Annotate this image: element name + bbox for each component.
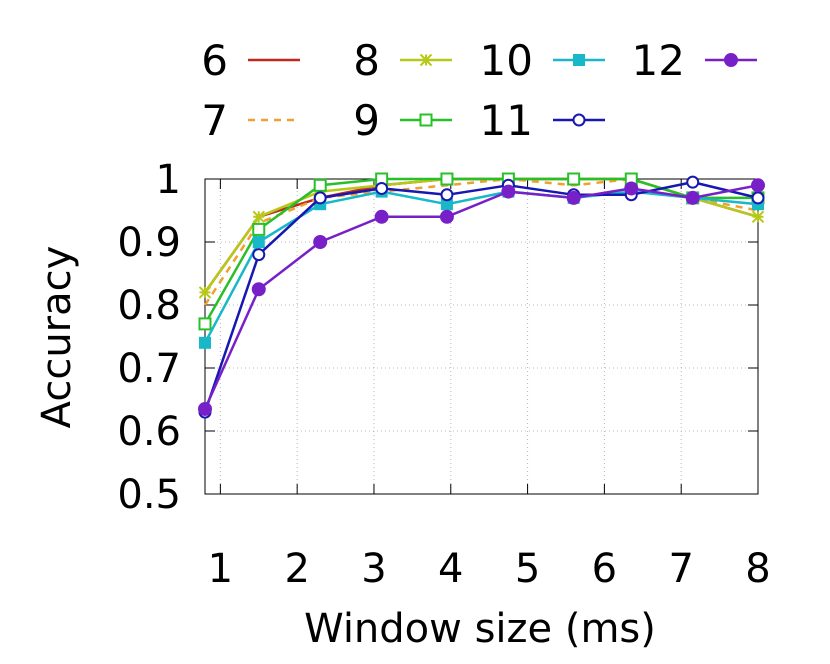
series-line-9 (203, 177, 758, 325)
x-axis-label: Window size (ms) (304, 606, 656, 652)
data-point-filled-square (573, 54, 585, 66)
x-tick-label: 6 (592, 546, 617, 592)
series-12 (198, 178, 765, 416)
data-point-filled-circle (685, 190, 700, 205)
data-point-filled-circle (374, 209, 389, 224)
data-point-filled-circle (501, 184, 516, 199)
series-line-12 (203, 184, 759, 410)
legend-entry-7: 7 (201, 96, 300, 145)
data-point-open-circle (440, 188, 454, 202)
data-series (198, 172, 765, 419)
y-tick-label: 0.8 (117, 283, 181, 329)
data-point-open-circle (313, 191, 327, 205)
x-tick-label: 1 (208, 546, 233, 592)
y-tick-label: 0.6 (117, 409, 181, 455)
legend-label: 6 (201, 36, 228, 85)
data-point-filled-circle (724, 53, 738, 67)
data-point-filled-square (252, 236, 265, 248)
x-tick-label: 2 (284, 546, 309, 592)
y-axis-ticks: 0.5 0.6 0.7 0.8 0.9 1 (117, 157, 758, 518)
legend-entry-10: 10 (480, 36, 605, 85)
data-point-open-square (252, 222, 266, 236)
data-point-asterisk (751, 210, 765, 224)
legend-label: 12 (632, 36, 685, 85)
legend: 6 7 8 9 10 11 12 (201, 36, 757, 145)
data-point-filled-circle (624, 181, 639, 196)
legend-entry-11: 11 (480, 96, 605, 145)
legend-label: 11 (480, 96, 533, 145)
x-axis-ticks: 1 2 3 4 5 6 7 8 (208, 179, 771, 592)
data-point-open-square (198, 317, 212, 331)
data-point-open-circle (252, 248, 266, 262)
y-tick-label: 1 (156, 157, 181, 203)
data-point-filled-circle (251, 282, 266, 297)
data-point-open-circle (686, 175, 700, 189)
legend-label: 8 (353, 36, 380, 85)
x-tick-label: 3 (361, 546, 386, 592)
series-line-10 (203, 190, 759, 344)
x-tick-label: 5 (515, 546, 540, 592)
legend-entry-9: 9 (353, 96, 452, 145)
data-point-asterisk (252, 210, 265, 224)
legend-entry-6: 6 (201, 36, 300, 85)
data-point-open-circle (375, 181, 389, 195)
legend-label: 10 (480, 36, 533, 85)
data-point-filled-circle (439, 209, 454, 224)
legend-entry-8: 8 (353, 36, 452, 85)
data-point-open-circle (751, 191, 765, 205)
legend-label: 9 (353, 96, 380, 145)
x-tick-label: 8 (745, 546, 770, 592)
data-point-filled-circle (198, 401, 212, 416)
series-line-11 (203, 180, 759, 413)
data-point-asterisk (198, 286, 212, 299)
data-point-filled-circle (566, 190, 581, 205)
x-tick-label: 7 (668, 546, 693, 592)
y-tick-label: 0.7 (117, 346, 181, 392)
series-11 (198, 175, 765, 419)
data-point-open-circle (572, 113, 586, 127)
y-tick-label: 0.9 (117, 220, 181, 266)
data-point-asterisk (419, 53, 433, 67)
data-point-filled-circle (313, 235, 328, 249)
legend-label: 7 (201, 96, 228, 145)
series-8 (198, 172, 765, 299)
data-point-filled-circle (751, 178, 765, 193)
y-tick-label: 0.5 (117, 472, 181, 518)
y-axis-label: Accuracy (34, 246, 80, 429)
legend-entry-12: 12 (632, 36, 757, 85)
data-point-open-square (567, 172, 581, 186)
x-tick-label: 4 (438, 546, 463, 592)
data-point-open-square (440, 172, 454, 186)
data-point-open-square (313, 178, 327, 192)
data-point-filled-square (199, 336, 211, 349)
data-point-open-square (419, 113, 433, 127)
